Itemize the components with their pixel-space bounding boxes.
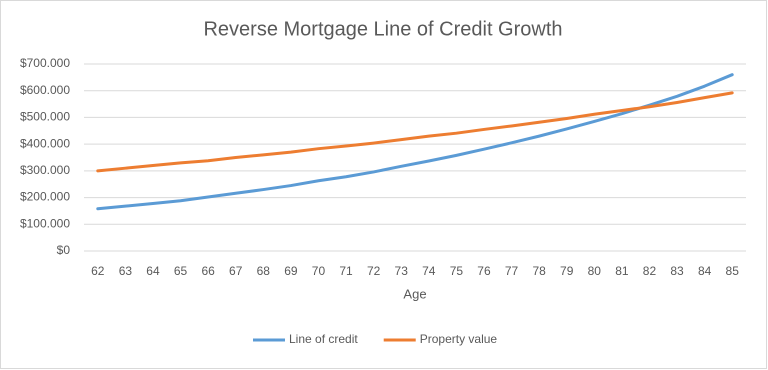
x-tick-label: 76: [477, 264, 491, 278]
line-series: [96, 73, 734, 211]
x-tick-label: 79: [560, 264, 574, 278]
x-tick-label: 65: [174, 264, 188, 278]
x-tick-label: 72: [367, 264, 381, 278]
line-series: [96, 91, 734, 173]
x-tick-label: 74: [422, 264, 436, 278]
y-tick-label: $600.000: [20, 83, 70, 97]
x-tick-label: 73: [395, 264, 409, 278]
x-tick-label: 77: [505, 264, 519, 278]
y-tick-label: $300.000: [20, 163, 70, 177]
legend-label: Property value: [420, 332, 498, 346]
y-tick-label: $100.000: [20, 216, 70, 230]
x-tick-label: 83: [670, 264, 684, 278]
x-tick-label: 80: [588, 264, 602, 278]
y-tick-label: $700.000: [20, 56, 70, 70]
x-tick-label: 67: [229, 264, 243, 278]
x-tick-label: 82: [643, 264, 657, 278]
x-tick-label: 64: [146, 264, 160, 278]
x-tick-label: 71: [339, 264, 353, 278]
y-tick-label: $200.000: [20, 190, 70, 204]
y-tick-label: $500.000: [20, 110, 70, 124]
x-tick-label: 62: [91, 264, 105, 278]
x-tick-label: 63: [119, 264, 133, 278]
x-tick-label: 84: [698, 264, 712, 278]
y-tick-label: $400.000: [20, 136, 70, 150]
chart-title: Reverse Mortgage Line of Credit Growth: [203, 18, 562, 40]
x-tick-label: 81: [615, 264, 629, 278]
x-tick-label: 66: [201, 264, 215, 278]
y-tick-label: $0: [57, 243, 71, 257]
x-tick-label: 68: [257, 264, 271, 278]
x-tick-label: 70: [312, 264, 326, 278]
x-tick-label: 75: [450, 264, 464, 278]
x-axis-title: Age: [403, 286, 426, 301]
x-tick-label: 85: [726, 264, 740, 278]
x-tick-label: 78: [532, 264, 546, 278]
legend-label: Line of credit: [289, 332, 358, 346]
x-tick-label: 69: [284, 264, 298, 278]
